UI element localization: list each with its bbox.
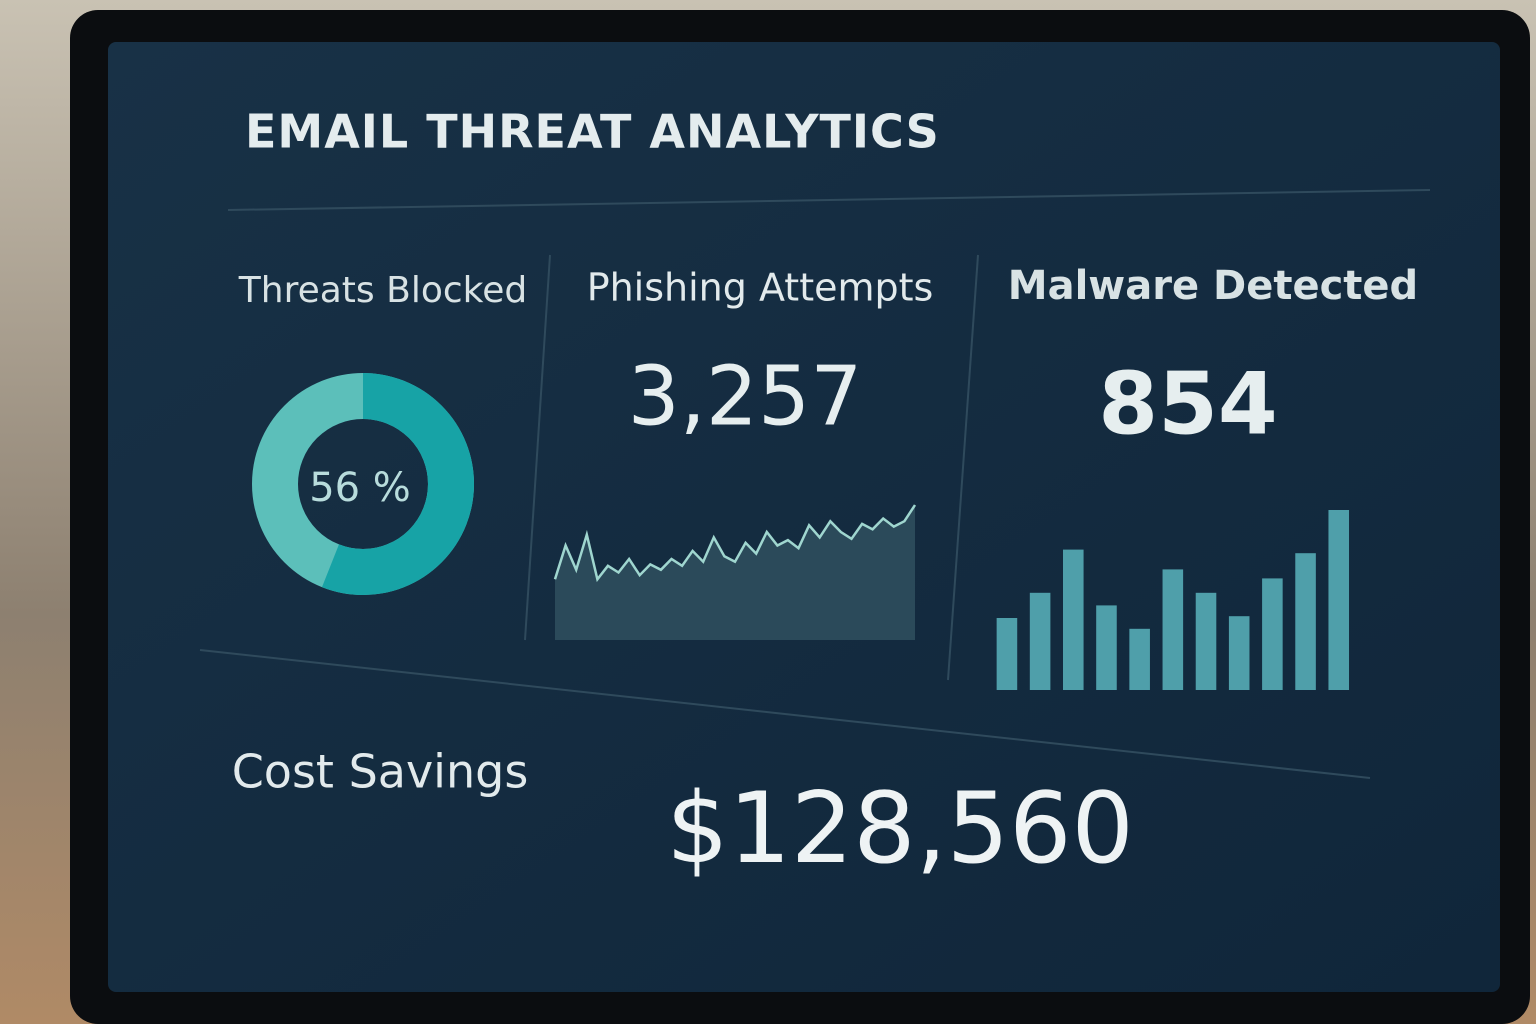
bar <box>1195 592 1217 690</box>
panel-title: Phishing Attempts <box>587 266 934 310</box>
sparkline-line <box>553 504 917 583</box>
bar <box>1162 569 1184 690</box>
bar-chart <box>996 510 1350 690</box>
divider <box>947 254 979 681</box>
bar <box>1096 605 1117 690</box>
donut-label: 56 % <box>309 465 411 511</box>
footer-label: Cost Savings <box>232 745 529 799</box>
bar <box>1029 592 1051 690</box>
footer-value: $128,560 <box>666 772 1134 886</box>
bar <box>1228 616 1250 690</box>
divider <box>524 254 551 641</box>
bar <box>1328 510 1350 690</box>
sparkline <box>553 504 917 640</box>
bar <box>1295 553 1316 690</box>
panel-title: Threats Blocked <box>238 270 527 311</box>
bar <box>996 618 1018 690</box>
donut <box>252 373 474 595</box>
sparkline-area <box>555 505 915 640</box>
divider <box>227 189 1431 211</box>
bar <box>1262 578 1283 690</box>
kpi-value: 3,257 <box>628 349 863 444</box>
bar <box>1129 628 1150 690</box>
donut-arc <box>252 373 474 595</box>
kpi-value: 854 <box>1098 354 1278 454</box>
dashboard-title: EMAIL THREAT ANALYTICS <box>245 105 940 159</box>
bar <box>1063 549 1084 690</box>
panel-title: Malware Detected <box>1008 263 1418 309</box>
divider <box>199 649 1371 779</box>
